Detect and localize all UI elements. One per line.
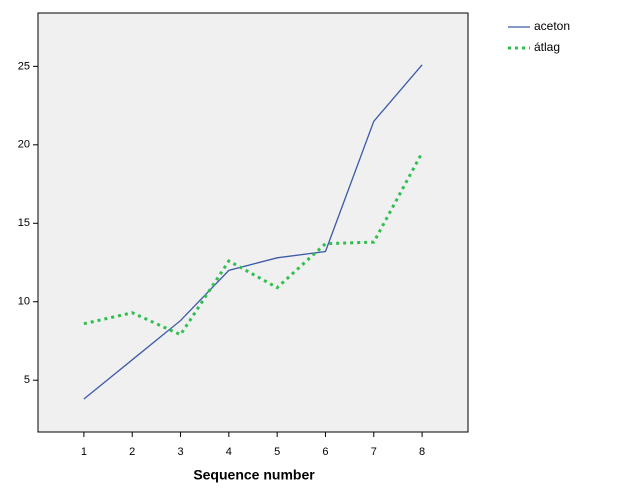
x-tick-label: 4 <box>226 446 232 458</box>
x-tick-label: 6 <box>322 446 328 458</box>
x-tick-label: 8 <box>419 446 425 458</box>
x-axis-label: Sequence number <box>193 467 315 483</box>
y-tick-label: 15 <box>18 217 30 229</box>
series-line <box>83 64 423 400</box>
x-tick-label: 5 <box>274 446 280 458</box>
y-tick-label: 5 <box>24 374 30 386</box>
x-tick-label: 7 <box>371 446 377 458</box>
legend-label: aceton <box>534 19 570 33</box>
y-tick-label: 10 <box>18 296 30 308</box>
x-tick-label: 1 <box>81 446 87 458</box>
legend-label: átlag <box>534 40 560 54</box>
y-tick-label: 25 <box>18 60 30 72</box>
plot-area <box>37 12 469 433</box>
series-line <box>83 151 424 337</box>
x-tick-label: 3 <box>177 446 183 458</box>
y-tick-label: 20 <box>18 139 30 151</box>
x-tick-label: 2 <box>129 446 135 458</box>
